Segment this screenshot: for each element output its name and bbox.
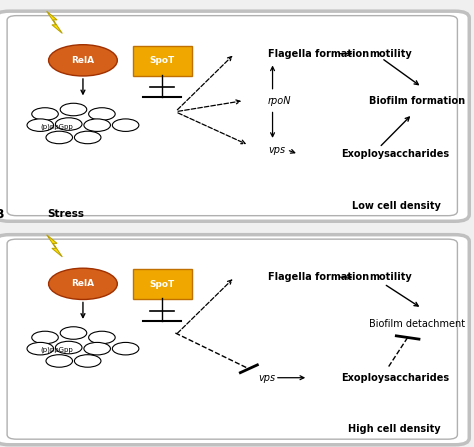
Text: motility: motility	[370, 49, 412, 59]
Text: Exoploysaccharides: Exoploysaccharides	[341, 373, 449, 383]
Polygon shape	[46, 11, 63, 34]
Text: motility: motility	[370, 272, 412, 282]
Circle shape	[89, 331, 115, 344]
Text: rpoN: rpoN	[268, 96, 292, 105]
Circle shape	[27, 342, 54, 355]
Text: vps: vps	[268, 145, 285, 155]
Text: Stress: Stress	[47, 209, 84, 219]
Circle shape	[74, 131, 101, 143]
Text: Biofilm detachment: Biofilm detachment	[369, 319, 465, 329]
Circle shape	[74, 355, 101, 367]
FancyBboxPatch shape	[133, 46, 192, 76]
Circle shape	[55, 118, 82, 131]
Text: Flagella formation: Flagella formation	[268, 272, 369, 282]
Ellipse shape	[48, 268, 117, 299]
Circle shape	[27, 119, 54, 131]
FancyBboxPatch shape	[133, 269, 192, 299]
Text: B: B	[0, 208, 5, 221]
Text: (p)ppGpp: (p)ppGpp	[40, 346, 73, 353]
Circle shape	[84, 342, 110, 355]
Circle shape	[84, 119, 110, 131]
Text: Exoploysaccharides: Exoploysaccharides	[341, 149, 449, 159]
Circle shape	[112, 342, 139, 355]
Circle shape	[46, 131, 73, 143]
Text: RelA: RelA	[72, 56, 94, 65]
FancyBboxPatch shape	[0, 11, 469, 221]
Polygon shape	[46, 235, 63, 257]
Circle shape	[89, 108, 115, 120]
Text: High cell density: High cell density	[348, 424, 441, 434]
Text: (p)ppGpp: (p)ppGpp	[40, 123, 73, 130]
Text: Flagella formation: Flagella formation	[268, 49, 369, 59]
Circle shape	[32, 331, 58, 344]
Text: RelA: RelA	[72, 279, 94, 288]
Circle shape	[46, 355, 73, 367]
Text: Low cell density: Low cell density	[352, 201, 441, 211]
Ellipse shape	[48, 45, 117, 76]
Circle shape	[60, 327, 87, 339]
Text: vps: vps	[258, 373, 275, 383]
Circle shape	[112, 119, 139, 131]
FancyBboxPatch shape	[0, 235, 469, 445]
Text: SpoT: SpoT	[150, 280, 175, 289]
Circle shape	[55, 342, 82, 354]
Circle shape	[60, 103, 87, 116]
Text: Biofilm formation: Biofilm formation	[369, 96, 465, 105]
Text: SpoT: SpoT	[150, 56, 175, 65]
Circle shape	[32, 108, 58, 120]
